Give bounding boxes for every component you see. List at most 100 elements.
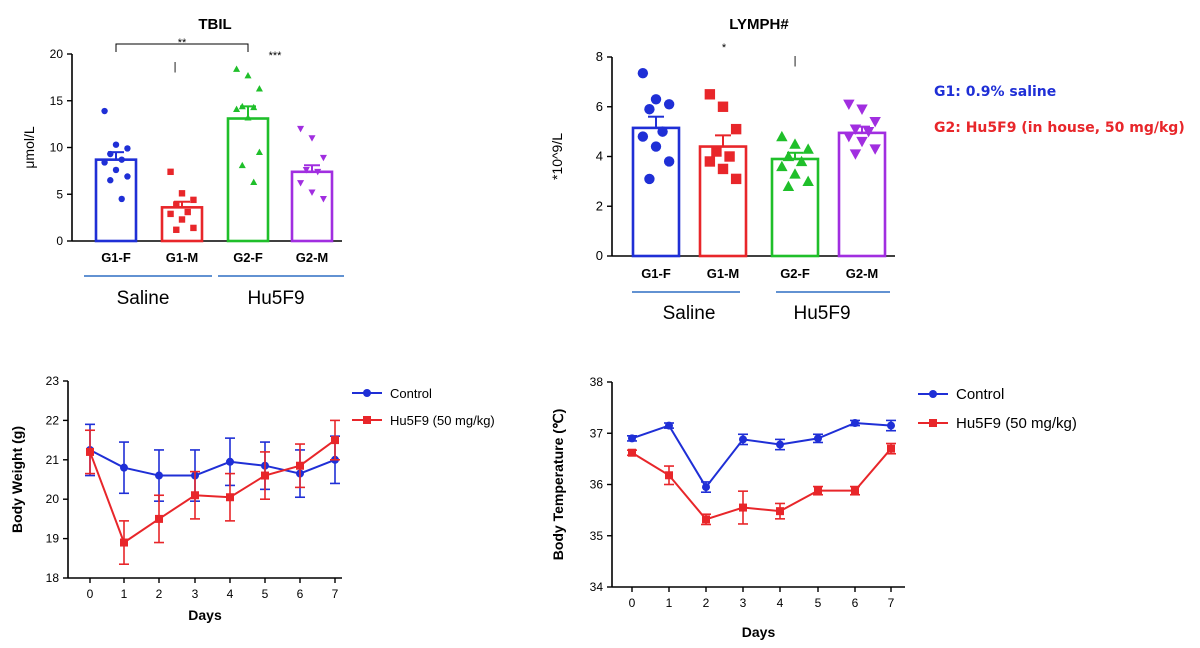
y-tick-label: 18: [46, 571, 60, 585]
data-point: [226, 457, 234, 466]
x-axis-label: Days: [188, 607, 222, 623]
data-point: [650, 141, 662, 152]
chart-title: TBIL: [198, 16, 231, 33]
data-point: [637, 131, 649, 142]
significance-marker: **: [178, 37, 187, 49]
data-point: [702, 515, 710, 524]
data-point: [244, 71, 252, 79]
data-point: [167, 210, 174, 218]
data-point: [717, 101, 729, 112]
data-point: [173, 226, 180, 233]
x-tick-label: 2: [703, 596, 710, 610]
data-point: [795, 155, 808, 167]
category-label: G1-M: [707, 266, 740, 281]
category-label: G2-F: [233, 250, 263, 265]
data-point: [173, 201, 180, 208]
data-point: [297, 180, 305, 187]
data-point: [644, 104, 655, 115]
data-point: [112, 166, 120, 174]
series-control: [627, 419, 896, 493]
legend-label: Control: [956, 386, 1004, 403]
data-point: [238, 161, 246, 169]
data-point: [255, 148, 263, 156]
data-point: [862, 126, 875, 138]
data-point: [711, 146, 722, 157]
y-tick-label: 6: [596, 99, 603, 114]
series-line: [631, 421, 892, 489]
group-label: Hu5F9: [247, 288, 304, 309]
x-tick-label: 0: [629, 596, 636, 610]
x-tick-label: 4: [227, 587, 234, 601]
x-tick-label: 2: [156, 587, 163, 601]
y-tick-label: 38: [590, 375, 604, 389]
data-point: [184, 208, 191, 216]
data-point: [331, 436, 339, 445]
data-point: [739, 435, 747, 444]
data-point: [101, 107, 108, 115]
legend-label: Control: [390, 386, 432, 401]
x-tick-label: 7: [888, 596, 895, 610]
y-tick-label: 10: [50, 141, 64, 155]
data-point: [869, 144, 881, 155]
data-point: [776, 440, 784, 449]
data-point: [124, 145, 131, 152]
y-tick-label: 20: [50, 47, 64, 61]
y-tick-label: 37: [590, 426, 604, 440]
chart-lymph: LYMPH# 0 2 4 6 8 *10^9/L G1-F G1-M G2-F G2-M Saline…: [549, 16, 895, 324]
significance-marker: |: [794, 55, 797, 67]
legend-marker: [929, 390, 937, 398]
x-tick-label: 3: [192, 587, 199, 601]
x-tick-label: 7: [332, 587, 339, 601]
data-point: [849, 149, 862, 160]
y-tick-label: 8: [596, 49, 603, 64]
data-point: [637, 67, 649, 79]
data-point: [319, 196, 327, 203]
data-point: [776, 130, 788, 142]
data-point: [802, 175, 814, 187]
data-point: [118, 156, 125, 163]
data-point: [250, 103, 258, 111]
data-point: [887, 421, 895, 430]
data-point: [843, 99, 855, 110]
data-point: [302, 167, 310, 174]
chart-title: LYMPH#: [729, 16, 789, 33]
data-point: [802, 143, 814, 154]
data-point: [191, 491, 199, 500]
x-axis-label: Days: [742, 624, 776, 640]
y-tick-label: 21: [46, 453, 60, 467]
data-point: [107, 150, 114, 158]
data-point: [238, 102, 246, 110]
y-tick-label: 35: [590, 529, 604, 543]
data-point: [665, 471, 673, 480]
data-point: [730, 123, 742, 135]
data-point: [663, 156, 675, 167]
data-point: [704, 156, 716, 167]
y-tick-label: 2: [596, 198, 603, 213]
data-point: [665, 421, 673, 430]
x-tick-label: 6: [852, 596, 859, 610]
data-point: [717, 163, 729, 175]
series-hu5f9: [627, 442, 896, 526]
x-tick-label: 4: [777, 596, 784, 610]
data-point: [107, 177, 114, 184]
group-label: Hu5F9: [793, 303, 850, 324]
data-point: [644, 173, 655, 185]
data-point: [101, 159, 108, 166]
data-point: [739, 503, 747, 512]
data-point: [308, 189, 316, 196]
y-axis-label: μmol/L: [21, 126, 37, 169]
x-tick-label: 1: [666, 596, 673, 610]
category-label: G2-F: [780, 266, 810, 281]
data-point: [255, 85, 263, 92]
data-point: [887, 444, 895, 453]
data-point: [124, 173, 131, 180]
series-line: [89, 449, 336, 477]
data-point: [702, 483, 710, 492]
significance-marker: *: [722, 42, 727, 54]
data-point: [155, 514, 163, 523]
data-point: [296, 461, 304, 470]
data-point: [190, 196, 197, 204]
data-point: [814, 434, 822, 443]
data-point: [782, 150, 795, 162]
